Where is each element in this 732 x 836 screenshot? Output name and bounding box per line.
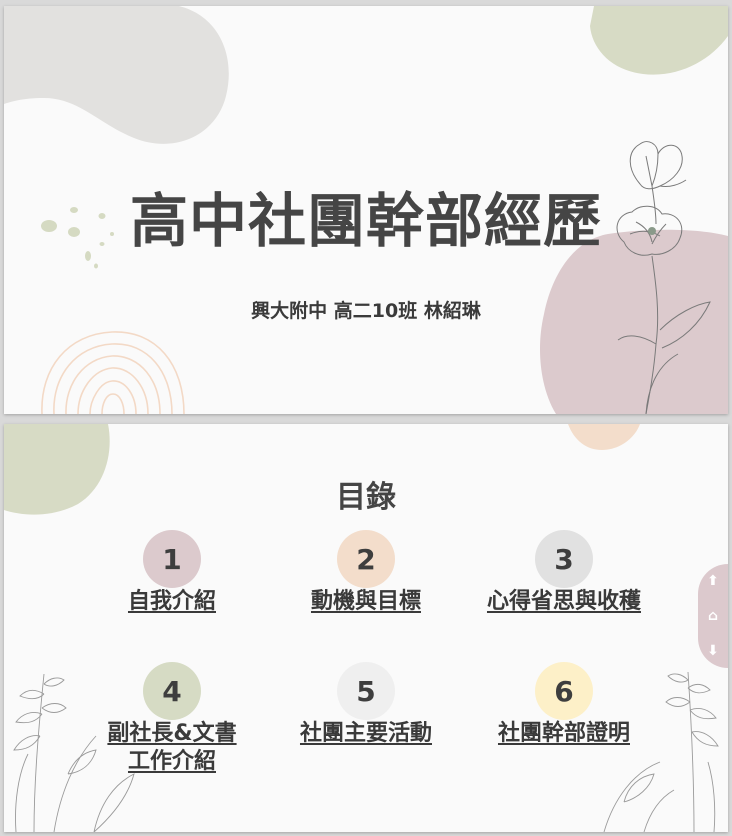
slide-title: 高中社團幹部經歷: [129, 187, 602, 255]
title-slide: 高中社團幹部經歷 興大附中 高二10班 林紹琳: [4, 6, 728, 414]
toc-number-badge: 5: [337, 662, 395, 720]
slide-subtitle: 興大附中 高二10班 林紹琳: [251, 300, 481, 322]
toc-number-badge: 1: [143, 530, 201, 588]
toc-number-badge: 2: [337, 530, 395, 588]
green-blob-decoration: [590, 6, 728, 75]
left-plant-line-art-decoration: [13, 673, 135, 832]
peach-rings-decoration: [41, 331, 185, 414]
arrow-down-icon[interactable]: ⬇: [707, 642, 719, 659]
green-blob-decoration: [4, 424, 110, 515]
grey-blob-decoration: [4, 6, 229, 144]
toc-number-badge: 3: [535, 530, 593, 588]
toc-heading: 目錄: [336, 480, 396, 515]
flower-line-art-decoration: [616, 141, 711, 414]
toc-link-reflections[interactable]: 心得省思與收穫: [486, 589, 641, 614]
arrow-up-icon[interactable]: ⬆: [707, 573, 719, 590]
home-icon[interactable]: ⌂: [707, 607, 719, 624]
right-plant-line-art-decoration: [603, 671, 719, 832]
toc-link-vice-president-work[interactable]: 副社長&文書工作介紹: [107, 721, 237, 774]
toc-slide: 目錄 1 自我介紹 2 動機與目標 3 心得省思與收穫 4 副社長&文書工作介紹…: [4, 424, 728, 832]
toc-number-badge: 6: [535, 662, 593, 720]
toc-item-3[interactable]: 3 心得省思與收穫: [454, 530, 674, 616]
toc-item-5[interactable]: 5 社團主要活動: [256, 662, 476, 748]
pink-blob-decoration: [540, 229, 728, 414]
green-dots-decoration: [41, 207, 114, 269]
toc-link-cadre-certificate[interactable]: 社團幹部證明: [497, 721, 630, 746]
toc-item-2[interactable]: 2 動機與目標: [256, 530, 476, 616]
toc-link-club-activities[interactable]: 社團主要活動: [299, 721, 432, 746]
slide-navigation-pill: ⬆ ⌂ ⬇: [698, 564, 728, 668]
toc-item-1[interactable]: 1 自我介紹: [62, 530, 282, 616]
toc-number-badge: 4: [143, 662, 201, 720]
toc-item-4[interactable]: 4 副社長&文書工作介紹: [62, 662, 282, 776]
toc-item-6[interactable]: 6 社團幹部證明: [454, 662, 674, 748]
peach-blob-decoration: [568, 424, 640, 450]
toc-link-motivation-goals[interactable]: 動機與目標: [310, 589, 421, 614]
toc-link-self-introduction[interactable]: 自我介紹: [127, 589, 216, 614]
